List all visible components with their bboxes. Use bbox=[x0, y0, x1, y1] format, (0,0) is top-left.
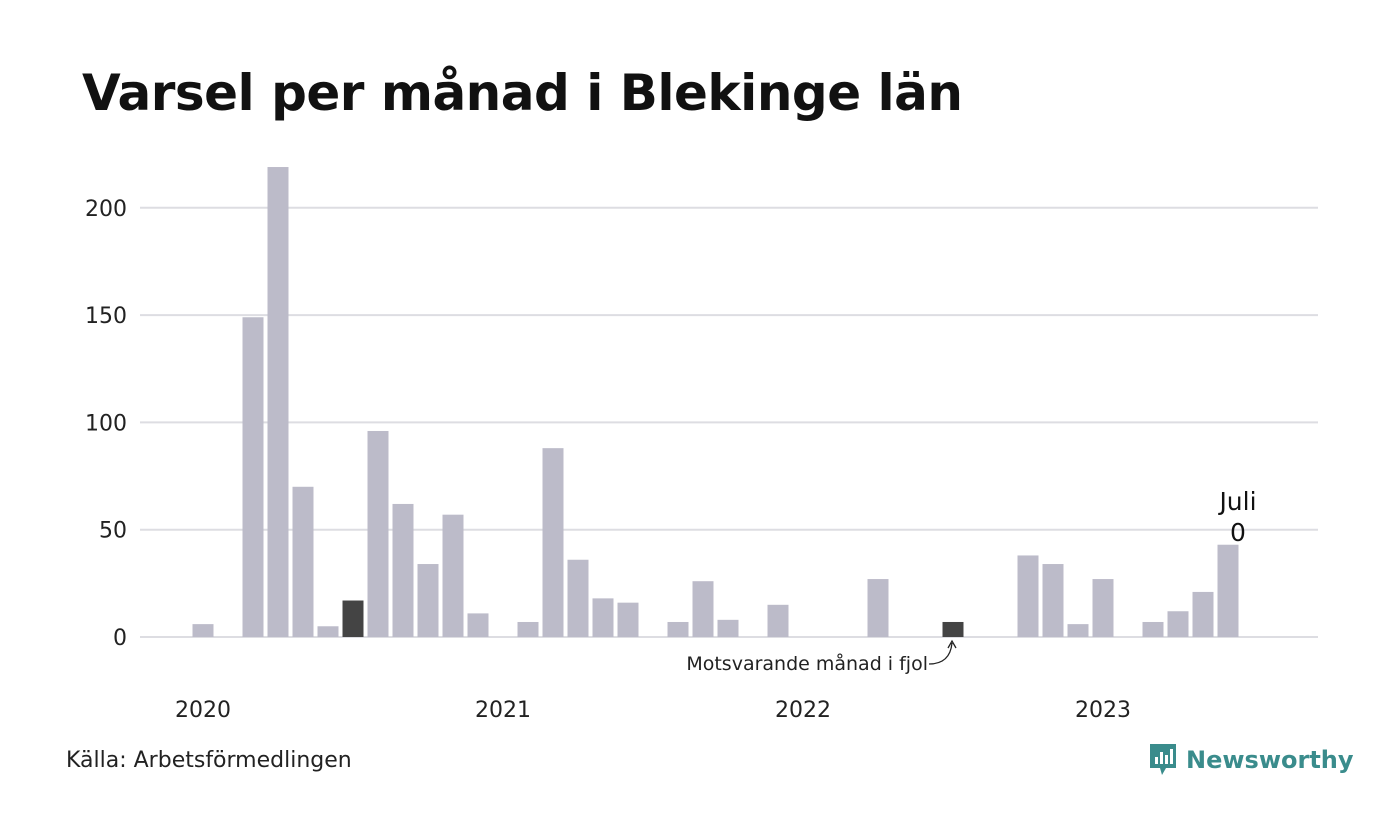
bar bbox=[242, 317, 264, 637]
annotation: Motsvarande månad i fjol bbox=[686, 639, 957, 675]
annotation-arrow bbox=[928, 639, 957, 665]
bars bbox=[192, 167, 1239, 637]
bar bbox=[517, 621, 539, 637]
bar bbox=[717, 619, 739, 637]
bar bbox=[692, 581, 714, 637]
callout-month-label: Juli bbox=[1217, 487, 1256, 516]
bar-highlight bbox=[342, 600, 364, 637]
grid-lines bbox=[140, 206, 1318, 638]
bar bbox=[1192, 591, 1214, 637]
y-tick-label: 0 bbox=[113, 626, 127, 651]
y-tick-label: 150 bbox=[85, 304, 127, 329]
bar bbox=[542, 448, 564, 637]
bar bbox=[617, 602, 639, 637]
bar bbox=[467, 613, 489, 637]
y-tick-label: 50 bbox=[99, 519, 127, 544]
bar bbox=[392, 503, 414, 637]
bar bbox=[317, 626, 339, 637]
bar bbox=[767, 604, 789, 637]
bar bbox=[592, 598, 614, 637]
chart-title: Varsel per månad i Blekinge län bbox=[82, 64, 963, 122]
brand-logo[interactable]: Newsworthy bbox=[1148, 742, 1354, 778]
bar bbox=[567, 559, 589, 637]
y-tick-label: 100 bbox=[85, 411, 127, 436]
bar bbox=[442, 514, 464, 637]
bar bbox=[292, 486, 314, 637]
bar bbox=[1017, 555, 1039, 637]
bar bbox=[1142, 621, 1164, 637]
bar bbox=[1217, 544, 1239, 637]
callout-value: 0 bbox=[1230, 518, 1246, 547]
bar bbox=[1092, 579, 1114, 637]
bar bbox=[867, 579, 889, 637]
annotation-text: Motsvarande månad i fjol bbox=[686, 652, 928, 675]
bar bbox=[1042, 564, 1064, 637]
bar bbox=[1067, 624, 1089, 637]
source-note: Källa: Arbetsförmedlingen bbox=[66, 748, 352, 773]
bar bbox=[417, 564, 439, 637]
bar bbox=[267, 167, 289, 637]
bar bbox=[367, 430, 389, 637]
x-year-label: 2022 bbox=[775, 698, 831, 723]
bar bbox=[667, 621, 689, 637]
y-tick-label: 200 bbox=[85, 197, 127, 222]
bar-chart-bubble-icon bbox=[1150, 744, 1176, 775]
bar bbox=[192, 624, 214, 637]
bar-highlight bbox=[942, 621, 964, 637]
bar bbox=[1167, 611, 1189, 637]
x-year-label: 2021 bbox=[475, 698, 531, 723]
x-year-label: 2023 bbox=[1075, 698, 1131, 723]
brand-name: Newsworthy bbox=[1186, 746, 1354, 774]
latest-callout: Juli 0 bbox=[1217, 487, 1256, 547]
x-year-label: 2020 bbox=[175, 698, 231, 723]
axis-labels: 0 50 100 150 200 2020 2021 2022 2023 bbox=[85, 197, 1131, 723]
